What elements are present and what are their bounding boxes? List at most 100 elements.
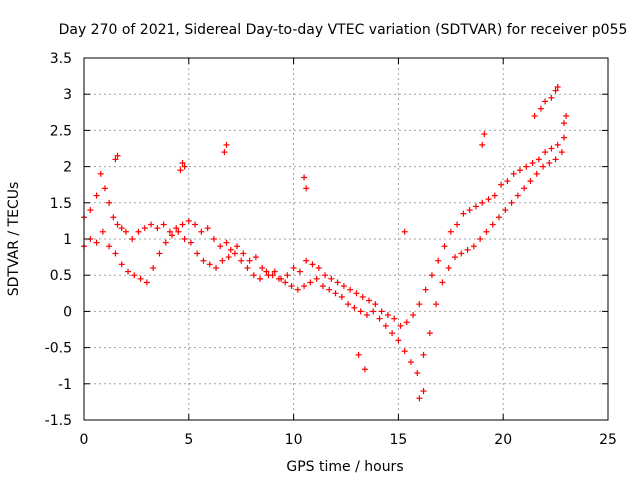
axis-ticks: 0 5 10 15 20 25 -1.5 -1 -0.5 0 0.5 1 1.5 2 2.5 3 3.5 [45,51,617,448]
y-tick-label: 1 [63,232,72,248]
data-point [179,159,186,166]
data-point [546,159,553,166]
data-point [181,163,188,170]
data-point [244,264,251,271]
data-point [332,290,339,297]
x-tick-label: 15 [389,432,407,448]
x-axis-label: GPS time / hours [286,459,403,475]
data-point [407,359,414,366]
data-point [328,275,335,282]
data-point [192,221,199,228]
data-point [307,279,314,286]
data-point [489,221,496,228]
data-point [87,207,94,214]
data-point [194,250,201,257]
data-point [479,199,486,206]
y-tick-label: -1.5 [45,413,72,429]
data-point [420,351,427,358]
data-point [521,185,528,192]
data-point [535,156,542,163]
data-point [162,239,169,246]
data-point [376,315,383,322]
data-point [370,308,377,315]
data-point [296,268,303,275]
data-point [114,221,121,228]
data-point [309,261,316,268]
y-tick-label: 2 [63,160,72,176]
data-point [154,225,161,232]
data-point [470,243,477,250]
data-point [340,283,347,290]
data-point [510,170,517,177]
data-point [464,246,471,253]
data-point [552,87,559,94]
y-tick-label: 3.5 [50,51,72,67]
data-point [372,301,379,308]
data-point [445,264,452,271]
data-point [540,163,547,170]
data-point [542,149,549,156]
data-point [263,268,270,275]
x-tick-label: 25 [599,432,617,448]
data-point [181,236,188,242]
data-point [389,330,396,337]
data-point [533,170,540,177]
data-point [238,257,245,264]
data-point [301,283,308,290]
data-point [403,319,410,326]
data-point [454,221,461,228]
data-point [141,225,148,232]
data-point [410,312,417,319]
data-point [395,337,402,344]
data-point [143,279,150,286]
y-tick-label: -1 [58,377,72,393]
data-point [231,250,238,257]
data-point [378,308,385,315]
data-point [129,236,136,242]
y-tick-label: 1.5 [50,196,72,212]
data-point [118,261,125,268]
data-point [560,134,567,141]
data-point [351,304,358,311]
data-point [313,275,320,282]
data-point [414,369,421,376]
data-point [531,112,538,119]
data-point [223,239,230,246]
data-point [169,232,176,239]
data-point [131,272,138,279]
data-point [466,207,473,214]
data-point [225,254,232,261]
data-point [290,264,297,271]
data-point [303,185,310,192]
data-point [106,199,113,206]
data-point [282,279,289,286]
data-point [112,250,119,257]
data-point [288,283,295,290]
data-point [353,290,360,297]
data-point [160,221,167,228]
data-point [122,228,129,235]
data-point [137,275,144,282]
data-point [303,257,310,264]
data-point [426,330,433,337]
data-point [516,167,523,174]
data-point [150,264,157,271]
data-point [101,185,108,192]
data-point [548,145,555,152]
data-point [558,149,565,156]
data-point [166,228,173,235]
data-point [173,225,180,232]
data-point [502,207,509,214]
data-point [483,228,490,235]
data-point [345,301,352,308]
data-point [363,312,370,319]
data-point [361,366,368,373]
data-point [234,243,241,250]
data-point [382,322,389,329]
data-point [179,221,186,228]
data-point [259,264,266,271]
data-point [322,272,329,279]
y-tick-label: -0.5 [45,341,72,357]
data-point [227,246,234,253]
